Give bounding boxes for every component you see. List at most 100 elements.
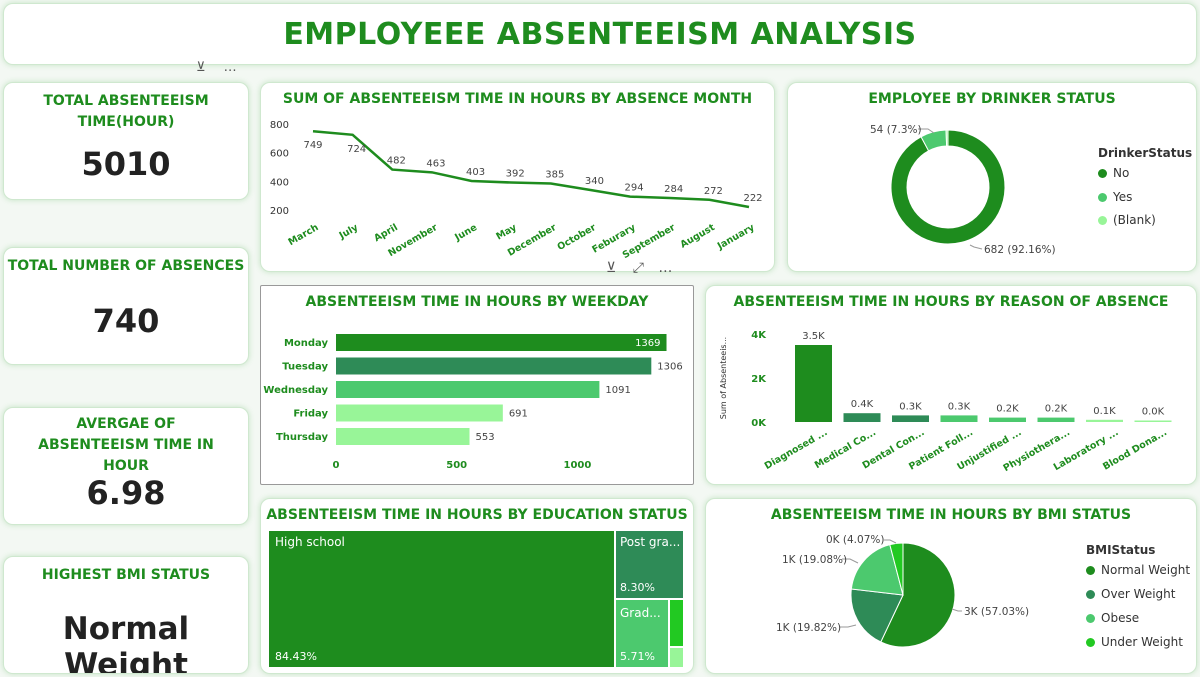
bmi-legend-obese[interactable]: Obese bbox=[1086, 611, 1139, 625]
weekday-bar-chart-card[interactable]: ABSENTEEISM TIME IN HOURS BY WEEKDAY Mon… bbox=[260, 285, 694, 485]
data-label: 392 bbox=[506, 169, 525, 180]
data-label: 403 bbox=[466, 167, 485, 178]
drinker-legend-no[interactable]: No bbox=[1098, 166, 1129, 180]
bmi-legend-title: BMIStatus bbox=[1086, 543, 1156, 557]
data-label: 0.4K bbox=[851, 399, 874, 410]
bar-monday bbox=[336, 334, 667, 351]
data-label: 1306 bbox=[657, 362, 682, 373]
legend-dot-icon bbox=[1086, 613, 1095, 623]
pie-slice-under-weight bbox=[889, 542, 904, 596]
filter-icon[interactable]: ⊻ bbox=[196, 60, 206, 75]
reason-chart-title: ABSENTEEISM TIME IN HOURS BY REASON OF A… bbox=[733, 294, 1169, 310]
kpi-total-time-value: 5010 bbox=[81, 145, 171, 183]
month-line-chart-card[interactable]: SUM OF ABSENTEEISM TIME IN HOURS BY ABSE… bbox=[260, 82, 775, 272]
y-tick-label: 0K bbox=[751, 418, 767, 429]
drinker-donut-chart: 682 (92.16%) 54 (7.3%) bbox=[870, 124, 1056, 256]
pie-slice-over-weight bbox=[850, 588, 904, 643]
y-tick-label: Wednesday bbox=[263, 385, 328, 396]
leader-line bbox=[884, 539, 897, 544]
more-options-icon[interactable]: … bbox=[658, 260, 673, 276]
weekday-bar-chart: Monday 1369 Tuesday 1306 Wednesday 1091 Friday… bbox=[263, 334, 683, 471]
bar-wednesday bbox=[336, 381, 600, 398]
pie-slice-obese bbox=[850, 544, 904, 596]
y-tick-label: 4K bbox=[751, 330, 767, 341]
bar-reason bbox=[843, 413, 881, 422]
bmi-legend-normal[interactable]: Normal Weight bbox=[1086, 563, 1190, 577]
drinker-donut-card[interactable]: EMPLOYEE BY DRINKER STATUS 682 (92.16%) 5… bbox=[787, 82, 1197, 272]
month-line-chart: 200 400 600 800 749 724 482 463 403 392 385 340 294 2… bbox=[270, 120, 763, 261]
kpi-total-time-title: TOTAL ABSENTEEISM TIME(HOUR) bbox=[43, 93, 209, 130]
kpi-total-time-card[interactable]: TOTAL ABSENTEEISM TIME(HOUR) 5010 bbox=[3, 82, 249, 200]
legend-dot-icon bbox=[1086, 637, 1095, 647]
kpi-average-time-title: AVERGAE OF ABSENTEEISM TIME IN HOUR bbox=[38, 416, 214, 474]
data-label: 222 bbox=[743, 193, 762, 204]
y-tick-label: 400 bbox=[270, 177, 289, 188]
data-label: 385 bbox=[545, 170, 564, 181]
legend-dot-icon bbox=[1086, 589, 1095, 599]
x-tick-label: March bbox=[286, 222, 320, 248]
bar-tuesday bbox=[336, 357, 652, 375]
treemap-cell-doctorate[interactable] bbox=[670, 600, 683, 646]
kpi-highest-bmi-value: Normal Weight bbox=[62, 611, 190, 674]
y-tick-label: 600 bbox=[270, 149, 289, 160]
bmi-legend-over[interactable]: Over Weight bbox=[1086, 587, 1175, 601]
treemap-cell-post-graduate[interactable]: Post gra... 8.30% bbox=[616, 531, 683, 598]
bmi-pie-card[interactable]: ABSENTEEISM TIME IN HOURS BY BMI STATUS … bbox=[705, 498, 1197, 674]
data-label: 749 bbox=[303, 140, 322, 151]
data-label: 284 bbox=[664, 184, 683, 195]
kpi-total-absences-value: 740 bbox=[92, 302, 160, 340]
data-label: 553 bbox=[476, 432, 495, 443]
bar-reason bbox=[892, 415, 929, 422]
donut-slice-blank bbox=[945, 129, 949, 147]
data-label: 482 bbox=[387, 156, 406, 167]
reason-bar-chart-card[interactable]: ABSENTEEISM TIME IN HOURS BY REASON OF A… bbox=[705, 285, 1197, 485]
kpi-total-absences-card[interactable]: TOTAL NUMBER OF ABSENCES 740 bbox=[3, 247, 249, 365]
leader-line bbox=[969, 244, 983, 250]
focus-mode-icon[interactable]: ⤢ bbox=[632, 260, 644, 276]
data-label: 0.3K bbox=[948, 401, 971, 412]
y-tick-label: Monday bbox=[284, 338, 329, 349]
kpi-average-time-card[interactable]: AVERGAE OF ABSENTEEISM TIME IN HOUR 6.98 bbox=[3, 407, 249, 525]
bmi-pie-chart: 3K (57.03%) 1K (19.82%) 1K (19.08%) 0K (4.0… bbox=[776, 534, 1029, 648]
slice-label-under: 0K (4.07%) bbox=[826, 534, 884, 546]
filter-icon[interactable]: ⊻ bbox=[606, 260, 617, 276]
y-axis-label: Sum of Absenteeis... bbox=[719, 337, 728, 419]
data-label: 0.2K bbox=[996, 404, 1019, 415]
visual-toolbar-weekday: ⊻ ⤢ … bbox=[606, 260, 672, 276]
more-options-icon[interactable]: … bbox=[223, 60, 237, 75]
treemap-cell-other[interactable] bbox=[670, 648, 683, 667]
page-title: EMPLOYEEE ABSENTEEISM ANALYSIS bbox=[283, 16, 917, 52]
donut-slice-no bbox=[890, 129, 1006, 245]
weekday-chart-title: ABSENTEEISM TIME IN HOURS BY WEEKDAY bbox=[305, 294, 649, 310]
data-label: 294 bbox=[625, 183, 644, 194]
slice-label-no: 682 (92.16%) bbox=[984, 244, 1056, 256]
kpi-highest-bmi-card[interactable]: HIGHEST BMI STATUS Normal Weight bbox=[3, 556, 249, 674]
leader-line bbox=[918, 128, 935, 134]
data-label: 1091 bbox=[605, 385, 630, 396]
drinker-legend-blank[interactable]: (Blank) bbox=[1098, 213, 1156, 227]
data-label: 3.5K bbox=[802, 331, 825, 342]
pie-slice-normal-weight bbox=[880, 542, 956, 648]
leader-line bbox=[951, 608, 962, 612]
treemap-cell-graduate[interactable]: Grad... 5.71% bbox=[616, 600, 668, 667]
bar-reason bbox=[940, 415, 978, 422]
x-tick-label: 500 bbox=[446, 460, 467, 471]
bmi-chart-title: ABSENTEEISM TIME IN HOURS BY BMI STATUS bbox=[770, 507, 1132, 523]
education-treemap-card[interactable]: ABSENTEEISM TIME IN HOURS BY EDUCATION S… bbox=[260, 498, 694, 674]
bmi-legend-under[interactable]: Under Weight bbox=[1086, 635, 1183, 649]
drinker-legend-yes[interactable]: Yes bbox=[1098, 190, 1132, 204]
treemap-cell-high-school[interactable]: High school 84.43% bbox=[269, 531, 614, 667]
x-tick-label: 0 bbox=[333, 460, 340, 471]
y-tick-label: 2K bbox=[751, 374, 767, 385]
visual-toolbar-top: ⊻ … bbox=[196, 60, 237, 75]
data-label: 0.2K bbox=[1045, 404, 1068, 415]
kpi-highest-bmi-title: HIGHEST BMI STATUS bbox=[41, 567, 211, 583]
title-banner: EMPLOYEEE ABSENTEEISM ANALYSIS bbox=[3, 3, 1197, 65]
y-tick-label: 200 bbox=[270, 206, 289, 217]
x-tick-label: January bbox=[715, 222, 757, 253]
slice-label-yes: 54 (7.3%) bbox=[870, 124, 922, 136]
x-tick-label: June bbox=[452, 222, 479, 244]
bar-reason bbox=[795, 345, 832, 422]
month-chart-title: SUM OF ABSENTEEISM TIME IN HOURS BY ABSE… bbox=[282, 91, 753, 107]
y-tick-label: Thursday bbox=[276, 432, 329, 443]
